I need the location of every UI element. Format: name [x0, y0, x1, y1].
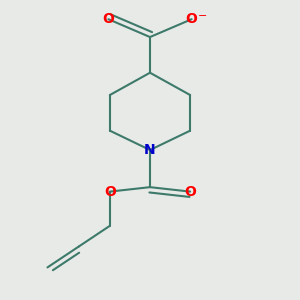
Text: O: O: [184, 184, 196, 199]
Text: O: O: [186, 12, 197, 26]
Text: O: O: [103, 12, 114, 26]
Text: O: O: [104, 184, 116, 199]
Text: N: N: [144, 143, 156, 157]
Text: −: −: [198, 11, 208, 21]
